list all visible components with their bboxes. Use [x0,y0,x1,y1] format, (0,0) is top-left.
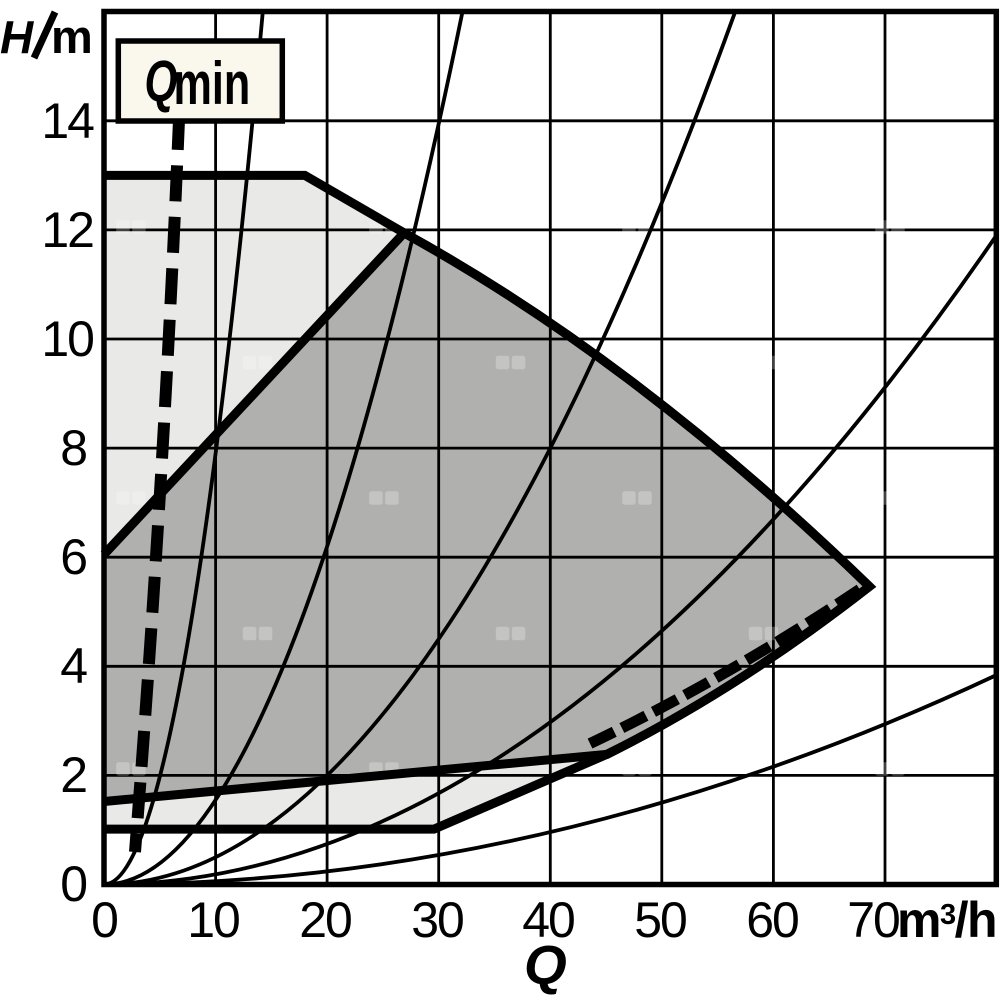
svg-text:Q: Q [145,48,178,113]
svg-text:8: 8 [60,420,86,476]
svg-text:50: 50 [634,892,686,948]
svg-text:0: 0 [91,892,117,948]
svg-text:6: 6 [60,529,86,585]
svg-text:10: 10 [187,892,239,948]
svg-text:70: 70 [847,892,899,948]
svg-text:Q: Q [524,934,567,996]
svg-text:m: m [51,10,93,63]
svg-text:4: 4 [60,638,87,694]
svg-text:2: 2 [60,747,86,803]
svg-text:20: 20 [299,892,351,948]
svg-text:H: H [0,11,34,63]
svg-text:0: 0 [60,856,86,912]
svg-text:12: 12 [41,202,93,258]
svg-text:60: 60 [746,892,798,948]
svg-text:min: min [174,51,251,118]
svg-text:14: 14 [41,93,94,149]
svg-text:10: 10 [41,311,93,367]
svg-text:40: 40 [522,892,574,948]
svg-text:30: 30 [411,892,463,948]
